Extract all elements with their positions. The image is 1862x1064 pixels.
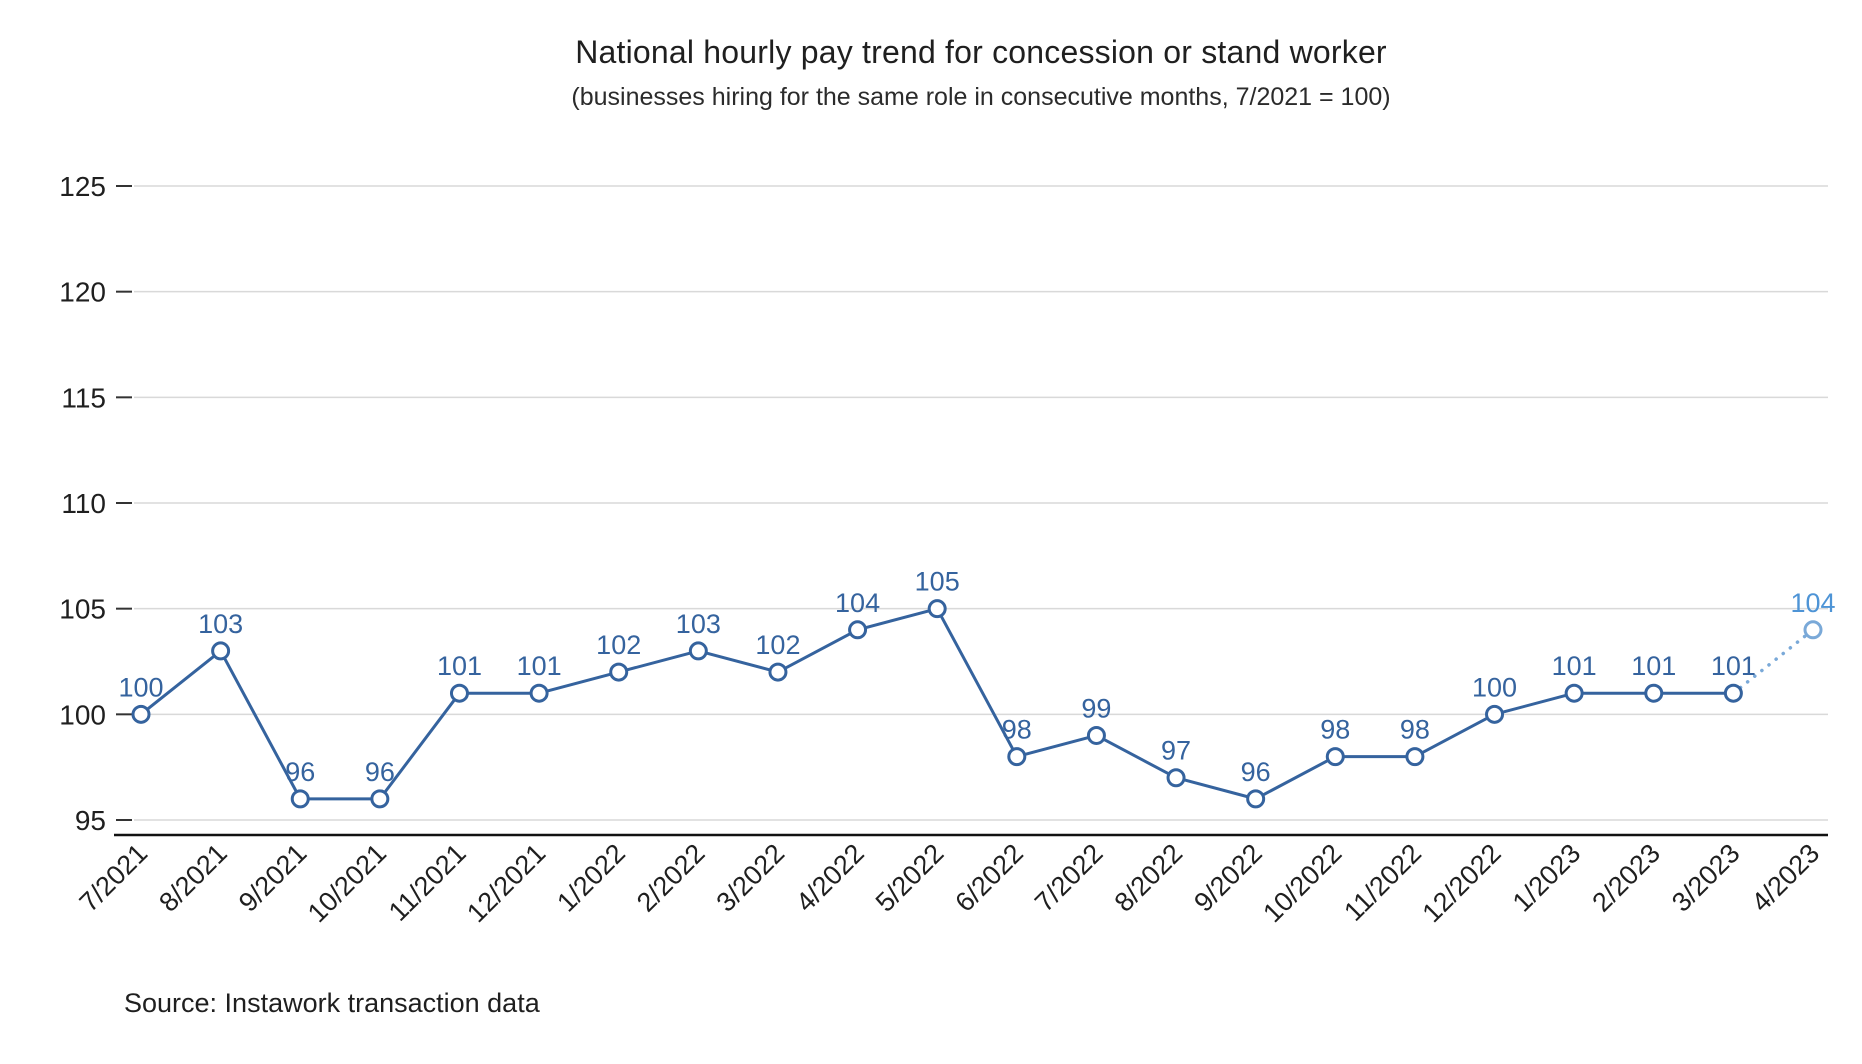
- x-tick-label: 3/2022: [711, 838, 791, 918]
- x-tick-label: 12/2022: [1417, 838, 1507, 928]
- data-label: 101: [1552, 651, 1597, 681]
- x-tick-label: 8/2022: [1109, 838, 1189, 918]
- y-gridlines: [134, 185, 1828, 821]
- data-label: 102: [596, 630, 641, 660]
- y-tick-label: 110: [61, 488, 106, 519]
- x-tick-label: 1/2023: [1507, 838, 1587, 918]
- data-label: 101: [517, 651, 562, 681]
- data-point: [848, 620, 868, 640]
- data-point: [1007, 747, 1027, 767]
- x-tick-label: 11/2022: [1338, 838, 1427, 927]
- data-label: 101: [1631, 651, 1676, 681]
- x-tick-label: 9/2021: [233, 838, 313, 918]
- x-tick-label: 3/2023: [1666, 838, 1746, 918]
- data-label: 99: [1081, 693, 1111, 723]
- x-tick-label: 2/2023: [1586, 838, 1666, 918]
- source-note: Source: Instawork transaction data: [124, 988, 540, 1018]
- data-label: 103: [198, 609, 243, 639]
- data-label: 103: [676, 609, 721, 639]
- x-tick-label: 5/2022: [870, 838, 950, 918]
- data-label: 98: [1320, 715, 1350, 745]
- data-label: 105: [915, 567, 960, 597]
- data-point: [211, 641, 231, 661]
- data-point: [1166, 768, 1186, 788]
- y-tick-label: 95: [75, 805, 106, 836]
- data-label: 98: [1002, 715, 1032, 745]
- y-tick-label: 100: [59, 699, 106, 730]
- data-point: [927, 599, 947, 619]
- data-point: [529, 683, 549, 703]
- chart-title: National hourly pay trend for concession…: [575, 34, 1387, 70]
- data-point: [1644, 683, 1664, 703]
- y-tick-label: 105: [59, 594, 106, 625]
- x-tick-label: 2/2022: [631, 838, 711, 918]
- x-tick-label: 7/2022: [1029, 838, 1109, 918]
- data-point: [1564, 683, 1584, 703]
- data-label: 96: [285, 757, 315, 787]
- data-point: [1246, 789, 1266, 809]
- data-label: 100: [118, 672, 163, 702]
- y-tick-label: 115: [61, 382, 106, 413]
- x-tick-label: 8/2021: [153, 838, 233, 918]
- x-tick-label: 6/2022: [949, 838, 1029, 918]
- data-labels: 100 103 96 96 101 101 102 103 102 104 105 98 99 97 96 9…: [118, 567, 1835, 787]
- x-tick-label: 11/2021: [383, 838, 472, 927]
- data-label: 96: [365, 757, 395, 787]
- y-tick-label: 120: [59, 277, 106, 308]
- data-label: 97: [1161, 736, 1191, 766]
- data-point: [131, 704, 151, 724]
- data-label: 101: [1711, 651, 1756, 681]
- data-point: [609, 662, 629, 682]
- data-label: 101: [437, 651, 482, 681]
- data-point: [1325, 747, 1345, 767]
- data-label: 96: [1241, 757, 1271, 787]
- data-point: [290, 789, 310, 809]
- data-point: [768, 662, 788, 682]
- data-label: 98: [1400, 715, 1430, 745]
- y-tick-label: 125: [59, 171, 106, 202]
- x-tick-label: 4/2023: [1746, 838, 1826, 918]
- x-tick-label: 4/2022: [790, 838, 870, 918]
- data-point: [370, 789, 390, 809]
- x-tick-label: 7/2021: [74, 838, 154, 918]
- y-axis: 95 100 105 110 115 120 125: [59, 171, 132, 836]
- data-label: 104: [835, 588, 880, 618]
- data-point: [1405, 747, 1425, 767]
- data-point: [688, 641, 708, 661]
- data-label: 104: [1790, 588, 1835, 618]
- data-label: 102: [755, 630, 800, 660]
- x-tick-label: 9/2022: [1188, 838, 1268, 918]
- x-tick-label: 10/2022: [1257, 838, 1347, 928]
- chart-subtitle: (businesses hiring for the same role in …: [571, 83, 1391, 111]
- chart-header: National hourly pay trend for concession…: [100, 34, 1862, 112]
- data-label: 100: [1472, 672, 1517, 702]
- data-points: [131, 599, 1823, 809]
- x-tick-label: 1/2022: [551, 838, 631, 918]
- data-point: [1086, 725, 1106, 745]
- data-point: [1723, 683, 1743, 703]
- projected-segment: [1731, 628, 1815, 695]
- x-tick-label: 12/2021: [461, 838, 551, 928]
- x-tick-label: 10/2021: [302, 838, 392, 928]
- data-point-projected: [1803, 620, 1823, 640]
- data-point: [449, 683, 469, 703]
- data-point: [1485, 704, 1505, 724]
